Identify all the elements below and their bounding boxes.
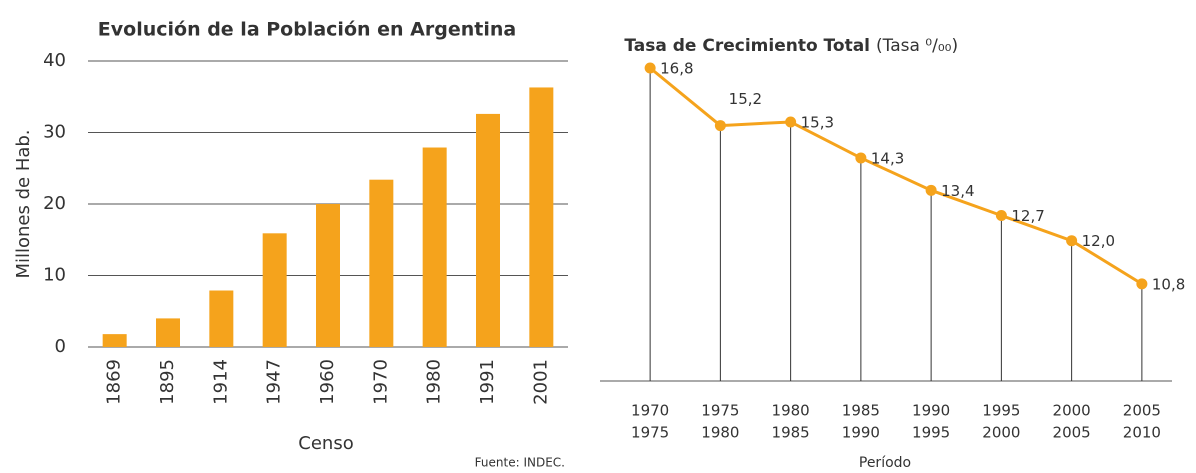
x-tick-label: 1980 xyxy=(772,402,810,420)
x-tick-label: 2010 xyxy=(1123,424,1161,442)
x-axis-label: Período xyxy=(859,455,911,471)
x-tick-label: 1895 xyxy=(157,359,178,405)
x-tick-label: 2000 xyxy=(982,424,1020,442)
bar xyxy=(476,113,500,347)
y-tick-label: 40 xyxy=(43,50,66,71)
point xyxy=(644,62,656,74)
x-tick-label: 1914 xyxy=(210,359,231,405)
x-tick-label: 2001 xyxy=(530,359,551,405)
point xyxy=(925,184,937,196)
x-tick-label: 1990 xyxy=(842,424,880,442)
point xyxy=(855,152,867,164)
bar-title: Evolución de la Población en Argentina xyxy=(98,19,516,41)
y-tick-label: 30 xyxy=(43,122,66,143)
value-label: 15,3 xyxy=(801,113,834,131)
point xyxy=(1136,278,1148,290)
x-tick-label: 1990 xyxy=(912,402,950,420)
x-tick-label: 2000 xyxy=(1053,402,1091,420)
point xyxy=(1066,235,1078,247)
x-tick-label: 1970 xyxy=(370,359,391,405)
value-label: 12,7 xyxy=(1011,207,1044,225)
value-label: 13,4 xyxy=(941,182,974,200)
x-tick-label: 2005 xyxy=(1123,402,1161,420)
x-tick-label: 2005 xyxy=(1053,424,1091,442)
x-tick-label: 1995 xyxy=(982,402,1020,420)
line-title: Tasa de Crecimiento Total xyxy=(624,36,870,56)
x-tick-label: 1985 xyxy=(772,424,810,442)
bar xyxy=(316,204,340,347)
x-tick-label: 1869 xyxy=(104,359,125,405)
x-tick-label: 1975 xyxy=(701,402,739,420)
y-tick-label: 20 xyxy=(43,193,66,214)
x-tick-label: 1980 xyxy=(701,424,739,442)
x-axis-label: Censo xyxy=(298,433,353,454)
x-tick-label: 1995 xyxy=(912,424,950,442)
value-label: 14,3 xyxy=(871,149,904,167)
value-label: 15,2 xyxy=(729,90,762,108)
x-tick-label: 1970 xyxy=(631,402,669,420)
point xyxy=(714,120,726,132)
value-label: 12,0 xyxy=(1082,232,1115,250)
line-title-unit: (Tasa ⁰/₀₀) xyxy=(876,36,958,56)
x-tick-label: 1960 xyxy=(317,359,338,405)
point xyxy=(995,210,1007,222)
y-tick-label: 0 xyxy=(55,336,66,357)
bar xyxy=(102,334,127,347)
bar xyxy=(262,233,287,347)
x-tick-label: 1991 xyxy=(477,359,498,405)
x-tick-label: 1947 xyxy=(264,359,285,405)
value-label: 16,8 xyxy=(660,60,693,78)
bar xyxy=(369,179,394,347)
x-tick-label: 1980 xyxy=(424,359,445,405)
x-tick-label: 1985 xyxy=(842,402,880,420)
y-axis-label: Millones de Hab. xyxy=(13,129,34,278)
y-tick-label: 10 xyxy=(43,265,66,286)
source: Fuente: INDEC. xyxy=(475,456,565,470)
x-tick-label: 1975 xyxy=(631,424,669,442)
bar xyxy=(529,87,554,347)
line xyxy=(649,66,1143,286)
point xyxy=(785,116,797,128)
bar xyxy=(209,290,234,347)
bar xyxy=(422,147,447,347)
value-label: 10,8 xyxy=(1152,275,1185,293)
bar xyxy=(156,318,180,347)
